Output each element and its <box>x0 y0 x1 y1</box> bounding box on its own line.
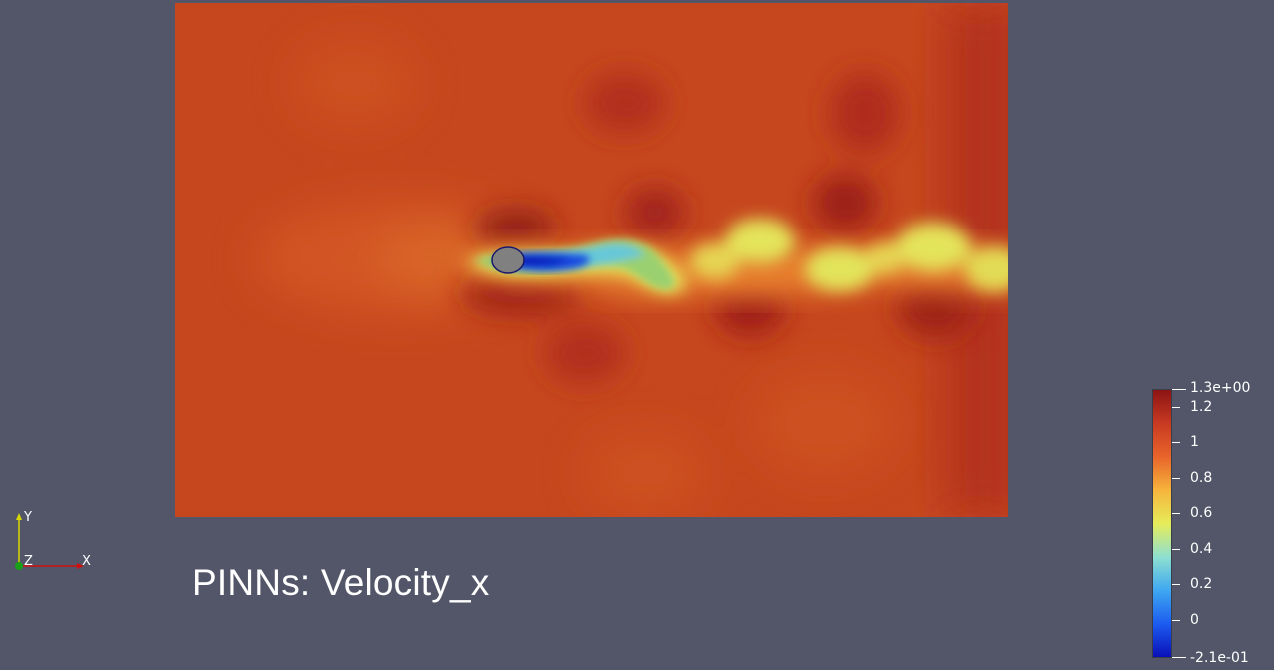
colorbar-tick <box>1172 478 1180 479</box>
colorbar-tick <box>1172 513 1180 514</box>
colorbar-tick-label: 0.8 <box>1190 470 1213 486</box>
velocity-field-plot <box>175 3 1008 517</box>
colorbar-tick-label: 0 <box>1190 612 1199 628</box>
colorbar-min-label: -2.1e-01 <box>1190 650 1249 666</box>
colorbar-max-label: 1.3e+00 <box>1190 380 1251 396</box>
colorbar-tick-max <box>1172 389 1186 390</box>
upstream-light-region <box>255 43 895 513</box>
y-axis-label: Y <box>24 510 32 525</box>
colorbar-tick <box>1172 620 1180 621</box>
plot-caption: PINNs: Velocity_x <box>192 562 490 603</box>
axes-lines <box>15 513 84 570</box>
colorbar-tick <box>1172 407 1180 408</box>
x-axis-label: X <box>82 554 91 569</box>
colorbar-tick <box>1172 549 1180 550</box>
colorbar-tick-label: 1 <box>1190 434 1199 450</box>
z-axis-label: Z <box>24 554 33 569</box>
cylinder-obstacle <box>491 246 525 274</box>
colorbar <box>1152 389 1172 658</box>
colorbar-tick-label: 0.2 <box>1190 576 1213 592</box>
high-velocity-regions <box>460 73 973 383</box>
colorbar-tick-label: 0.4 <box>1190 541 1213 557</box>
orientation-axes: Y Z X <box>8 505 108 580</box>
colorbar-tick-label: 0.6 <box>1190 505 1213 521</box>
colorbar-tick-label: 1.2 <box>1190 399 1213 415</box>
colorbar-tick <box>1172 584 1180 585</box>
colorbar-tick-min <box>1172 657 1186 658</box>
colorbar-tick <box>1172 442 1180 443</box>
